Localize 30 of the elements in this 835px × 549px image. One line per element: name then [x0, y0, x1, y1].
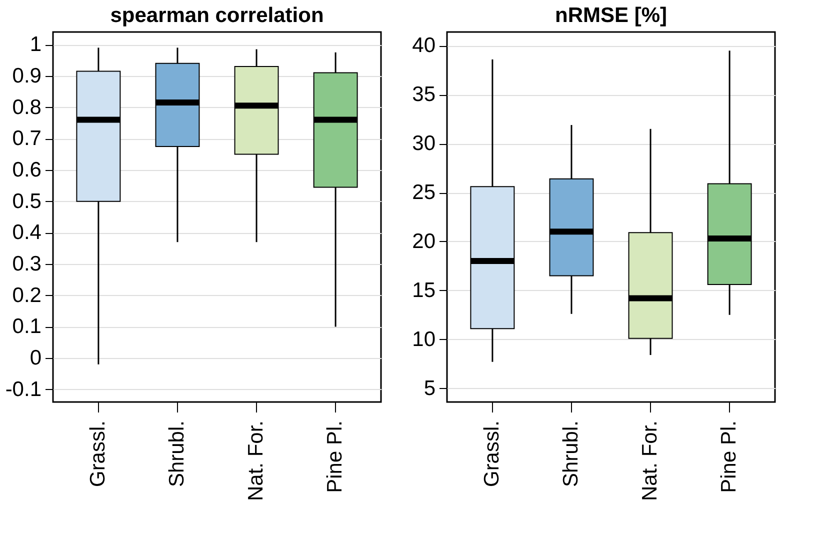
y-tick-label: 0.4: [12, 221, 42, 244]
y-tick-label: 20: [412, 230, 436, 253]
x-tick-label: Pine Pl.: [718, 420, 741, 493]
x-tick-label: Shrubl.: [559, 420, 582, 488]
chart-title: spearman correlation: [110, 4, 324, 27]
y-tick-label: 25: [412, 181, 436, 204]
y-tick-label: 0.6: [12, 158, 42, 182]
y-tick-label: 30: [412, 132, 436, 156]
x-tick-label: Pine Pl.: [324, 420, 347, 493]
y-tick-label: 1: [30, 33, 42, 56]
y-tick-label: 5: [424, 376, 436, 400]
y-tick-label: 0: [30, 346, 42, 370]
x-tick-label: Nat. For.: [638, 420, 662, 502]
y-tick-label: 0.8: [12, 96, 42, 119]
x-tick-label: Grassl.: [480, 420, 504, 488]
y-tick-label: 40: [412, 34, 436, 58]
chart-title: nRMSE [%]: [555, 4, 667, 27]
y-tick-label: 0.3: [12, 252, 42, 276]
y-tick-label: 35: [412, 83, 436, 106]
y-tick-label: 0.7: [12, 127, 42, 150]
x-tick-label: Nat. For.: [244, 420, 268, 502]
y-tick-label: 10: [412, 328, 436, 351]
y-tick-label: 15: [412, 278, 436, 302]
y-tick-label: 0.1: [12, 315, 42, 338]
y-tick-label: 0.9: [12, 64, 42, 88]
y-tick-label: -0.1: [5, 378, 42, 401]
y-tick-label: 0.2: [12, 284, 42, 307]
x-tick-label: Grassl.: [86, 420, 110, 488]
y-tick-label: 0.5: [12, 190, 42, 213]
x-tick-label: Shrubl.: [165, 420, 188, 488]
